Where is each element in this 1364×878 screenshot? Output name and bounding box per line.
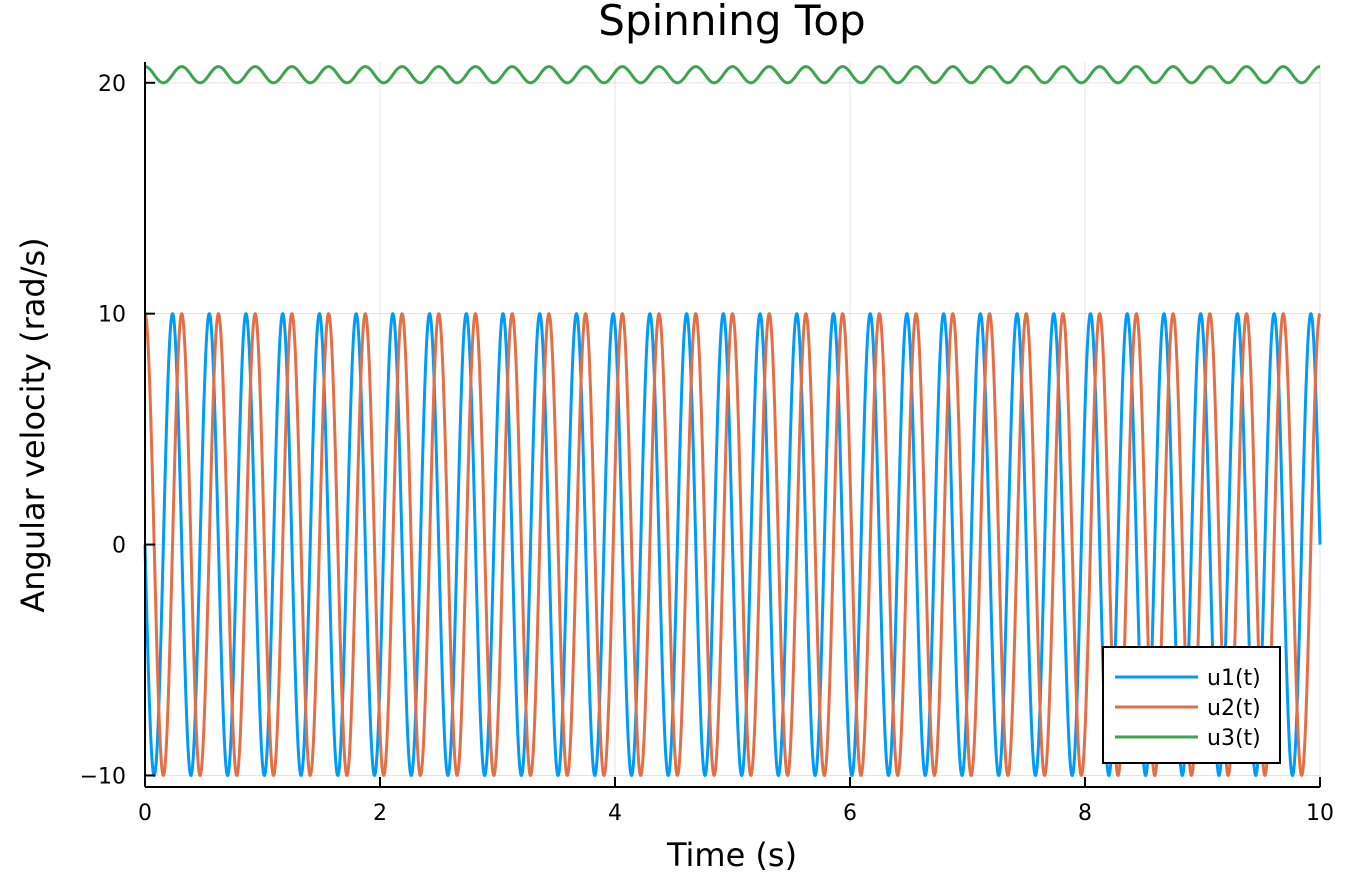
legend: u1(t) u2(t) u3(t) xyxy=(1102,646,1281,764)
x-tick-label: 4 xyxy=(608,801,622,826)
y-tick-label: 20 xyxy=(98,72,126,97)
x-tick-label: 6 xyxy=(843,801,857,826)
x-axis-label: Time (s) xyxy=(666,836,797,874)
y-axis-label: Angular velocity (rad/s) xyxy=(14,237,52,612)
legend-label: u1(t) xyxy=(1207,666,1261,691)
y-tick-label: 10 xyxy=(98,303,126,328)
legend-box xyxy=(1102,646,1281,764)
legend-label: u3(t) xyxy=(1207,726,1261,751)
y-tick-label: −10 xyxy=(80,764,126,789)
series-line-u1t xyxy=(143,312,1322,777)
x-tick-label: 0 xyxy=(138,801,152,826)
x-tick-label: 8 xyxy=(1078,801,1092,826)
axes xyxy=(144,62,1321,788)
tick-labels: 0 2 4 6 8 10 −10 0 10 20 xyxy=(80,72,1334,826)
chart-title: Spinning Top xyxy=(598,0,865,45)
legend-label: u2(t) xyxy=(1207,696,1261,721)
x-tick-label: 2 xyxy=(373,801,387,826)
y-tick-label: 0 xyxy=(112,534,126,559)
x-tick-label: 10 xyxy=(1306,801,1334,826)
series-line-u3t xyxy=(143,65,1322,85)
